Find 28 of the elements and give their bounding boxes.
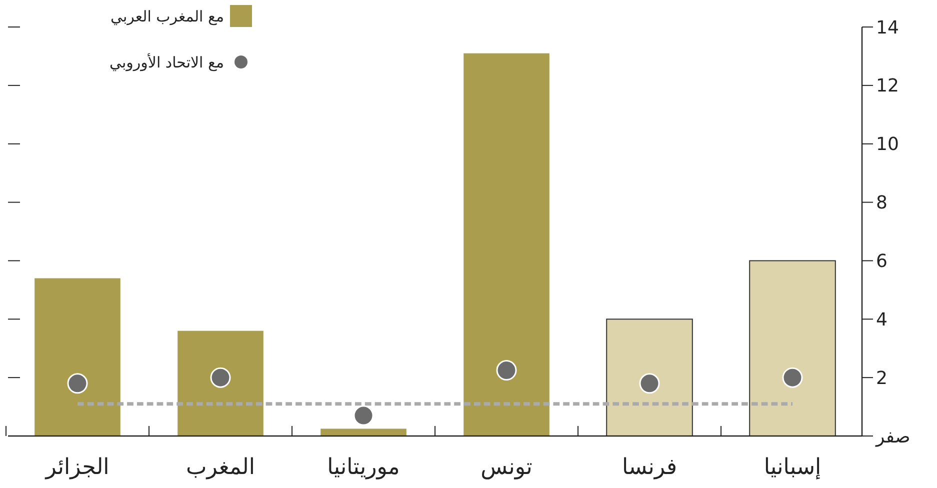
x-tick-label: موريتانيا	[327, 455, 400, 480]
x-tick-label: فرنسا	[622, 455, 678, 480]
y-tick-label: 14	[876, 17, 899, 38]
x-tick-label: الجزائر	[44, 455, 110, 480]
y-tick-label: صفر	[875, 426, 910, 448]
bar	[178, 330, 264, 436]
point	[496, 360, 517, 381]
point	[210, 367, 231, 388]
point	[639, 373, 660, 394]
bar	[606, 318, 693, 436]
y-tick-label: 6	[876, 251, 888, 272]
bar	[320, 428, 406, 436]
point	[353, 405, 374, 426]
y-tick-label: 10	[876, 134, 899, 156]
x-tick-label: تونس	[480, 455, 532, 480]
point	[67, 373, 88, 394]
bar	[749, 260, 836, 436]
y-tick-label: 2	[876, 368, 888, 389]
y-tick-label: 8	[876, 192, 888, 214]
legend-label: مع الاتحاد الأوروبي	[109, 52, 224, 72]
legend-label: مع المغرب العربي	[110, 7, 224, 26]
x-tick-label: إسبانيا	[764, 455, 822, 480]
bar	[464, 53, 550, 436]
point	[782, 367, 803, 388]
bar	[34, 278, 120, 436]
x-tick-label: المغرب	[186, 455, 255, 480]
y-tick-label: 4	[876, 309, 888, 330]
y-tick-label: 12	[876, 76, 899, 97]
